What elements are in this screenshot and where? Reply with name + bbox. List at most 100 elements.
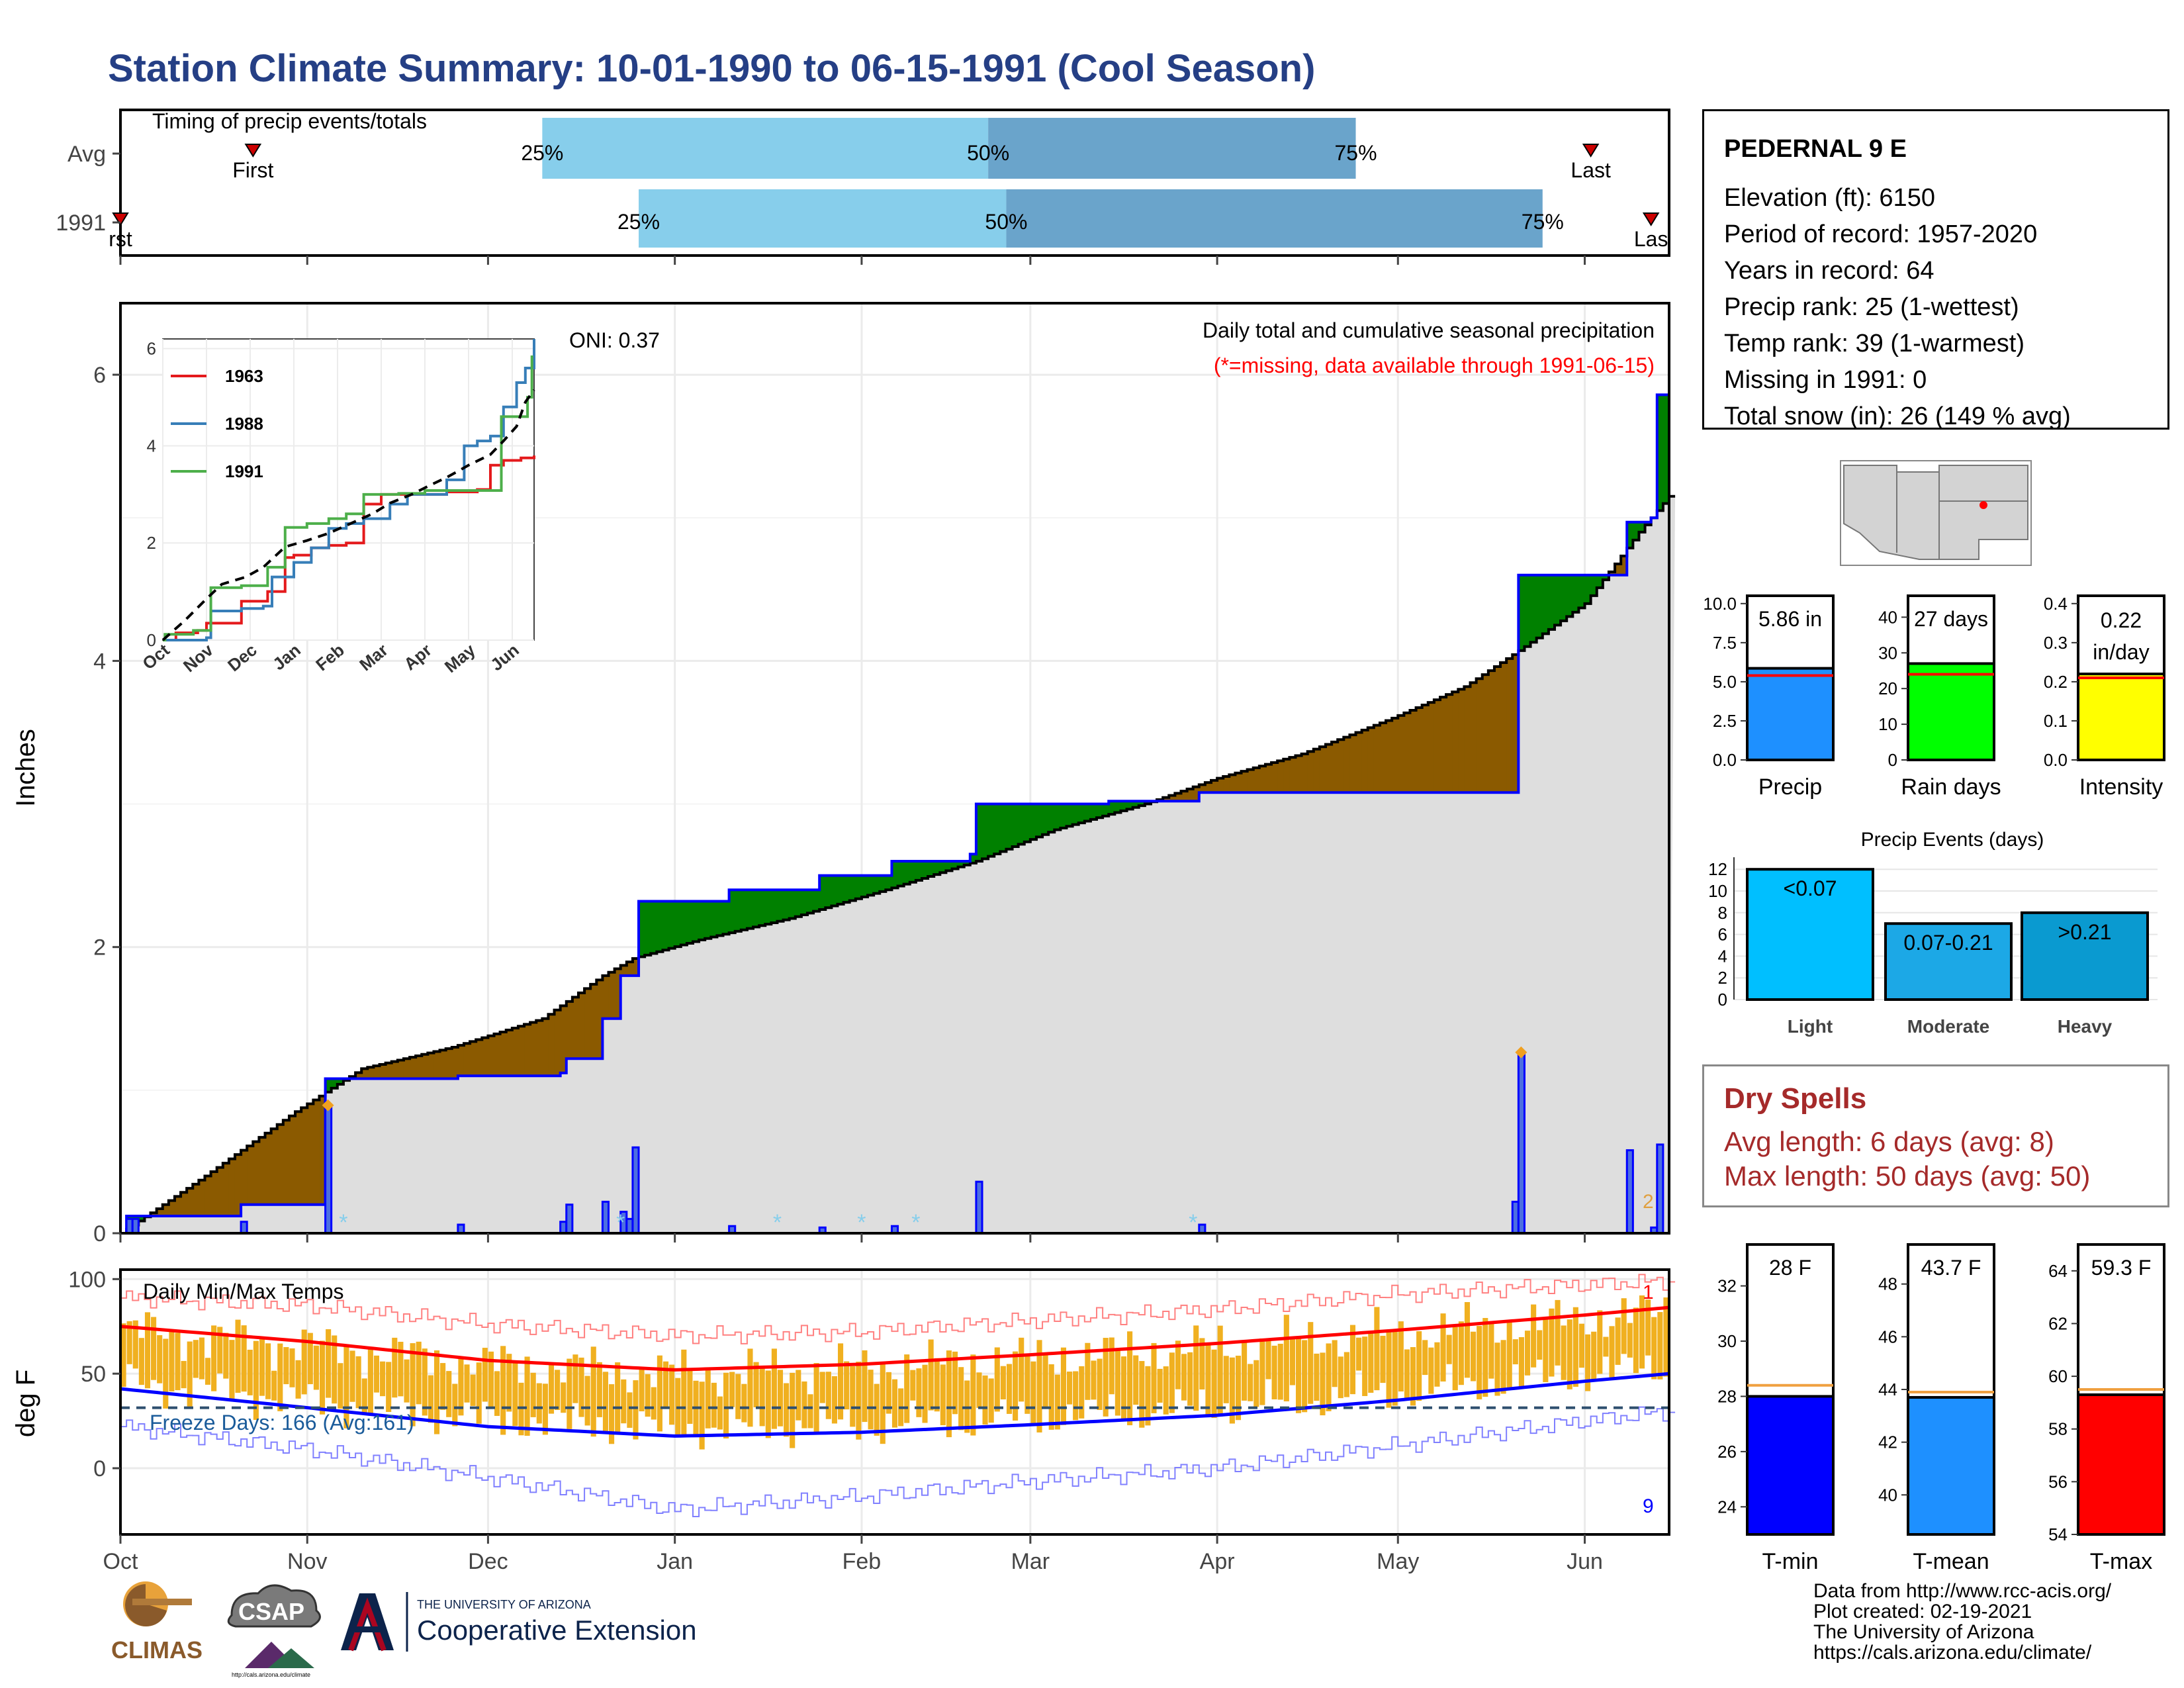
inset-y-tick-label: 2 xyxy=(147,533,156,553)
temp-x-tick-label: Nov xyxy=(287,1549,327,1574)
freeze-label: Freeze Days: 166 (Avg:161) xyxy=(150,1411,414,1434)
precip-daily-bar xyxy=(631,1146,640,1235)
temp-x-tick-label: Jun xyxy=(1567,1549,1603,1574)
precip-surplus-area xyxy=(952,861,959,869)
temp-daily-bar xyxy=(361,1378,367,1414)
precip-surplus-area xyxy=(825,875,832,908)
credit-line: Data from http://www.rcc-acis.org/ xyxy=(1813,1580,2112,1602)
precip-surplus-area xyxy=(1097,804,1103,818)
precip-deficit-area xyxy=(524,1024,531,1076)
temp-daily-bar xyxy=(819,1372,825,1403)
temp-daily-bar xyxy=(1054,1374,1060,1430)
station-temp-rank: Temp rank: 39 (1-warmest) xyxy=(1724,330,2025,357)
timing-first-marker xyxy=(244,144,262,158)
precip-surplus-area xyxy=(1060,804,1068,828)
precip-surplus-area xyxy=(982,804,989,859)
temp-daily-bar xyxy=(784,1383,790,1437)
precip-deficit-area xyxy=(620,965,627,976)
temp-daily-bar xyxy=(367,1348,373,1414)
snow-marker: * xyxy=(1189,1210,1197,1235)
summary-category-label: Precip xyxy=(1758,774,1822,800)
precip-y-tick-label: 0 xyxy=(93,1221,106,1246)
temp-daily-bar xyxy=(1543,1317,1549,1382)
temp-daily-bar xyxy=(1079,1366,1085,1419)
precip-surplus-area xyxy=(837,875,844,904)
precip-deficit-area xyxy=(1169,795,1175,802)
precip-deficit-area xyxy=(548,1014,555,1076)
precip-surplus-area xyxy=(819,875,826,910)
precip-deficit-area xyxy=(1621,555,1627,575)
precip-deficit-area xyxy=(422,1054,428,1079)
credit-line: The University of Arizona xyxy=(1813,1621,2034,1643)
temp-daily-bar xyxy=(1181,1354,1187,1401)
precip-deficit-area xyxy=(614,968,621,1019)
precip-deficit-area xyxy=(1416,707,1423,793)
timing-last-marker xyxy=(1642,212,1660,226)
snow-marker: * xyxy=(773,1210,782,1235)
temp-daily-bar xyxy=(596,1362,602,1417)
precip-y-tick-label: 6 xyxy=(93,363,106,388)
precip-deficit-area xyxy=(470,1041,477,1076)
temp-daily-bar xyxy=(657,1355,662,1432)
precip-deficit-area xyxy=(241,1150,248,1205)
precip-surplus-area xyxy=(1036,804,1043,837)
precip-surplus-area xyxy=(1066,804,1073,827)
precip-surplus-area xyxy=(807,890,814,914)
temp-daily-bar xyxy=(1349,1325,1356,1395)
precip-deficit-area xyxy=(379,1064,387,1079)
temp-record-min-line xyxy=(120,1406,1676,1517)
temp-daily-bar xyxy=(422,1348,428,1416)
events-bar xyxy=(1884,922,2013,1001)
station-elevation: Elevation (ft): 6150 xyxy=(1724,184,1935,212)
precip-surplus-area xyxy=(1633,522,1640,540)
precip-deficit-area xyxy=(1433,700,1441,793)
inset-y-tick-label: 0 xyxy=(147,630,156,650)
summary-bar xyxy=(1907,1395,1995,1536)
precip-surplus-area xyxy=(711,901,718,937)
precip-deficit-area xyxy=(162,1204,169,1217)
summary-value-label: 5.86 in xyxy=(1758,607,1822,631)
summary-y-tick-label: 10.0 xyxy=(1703,594,1737,614)
dry-spells-title: Dry Spells xyxy=(1724,1082,1867,1115)
timing-chart: Timing of precip events/totals 25% 50% 75%… xyxy=(56,109,1670,265)
temp-daily-bar xyxy=(1199,1338,1205,1390)
precip-deficit-area xyxy=(234,1154,242,1217)
temp-daily-bar xyxy=(1277,1343,1283,1400)
summary-y-tick-label: 46 xyxy=(1878,1327,1897,1346)
precip-surplus-area xyxy=(777,890,784,921)
precip-deficit-area xyxy=(1241,771,1248,793)
credit-line: Plot created: 02-19-2021 xyxy=(1813,1601,2032,1622)
temp-daily-bar xyxy=(1537,1330,1543,1360)
temp-daily-bar xyxy=(928,1339,934,1411)
timing-label-50: 50% xyxy=(985,210,1027,234)
precip-deficit-area xyxy=(193,1184,199,1217)
temp-daily-bar xyxy=(777,1370,784,1427)
temp-daily-bar xyxy=(1187,1352,1193,1406)
station-snow: Total snow (in): 26 (149 % avg) xyxy=(1724,402,2071,430)
precip-deficit-area xyxy=(1482,675,1489,793)
temp-daily-bar xyxy=(994,1347,1000,1412)
precip-deficit-area xyxy=(1235,773,1242,793)
csap-logo: CSAP http://cals.arizona.edu/climate xyxy=(227,1584,321,1678)
temp-daily-bar xyxy=(1410,1347,1416,1406)
summary-y-tick-label: 30 xyxy=(1878,643,1897,663)
temp-daily-bar xyxy=(584,1376,590,1426)
precip-deficit-area xyxy=(1367,727,1375,793)
timing-bar-25-50 xyxy=(542,118,989,179)
precip-surplus-area xyxy=(1120,801,1128,811)
summary-bar xyxy=(1746,1395,1835,1536)
events-bar xyxy=(2021,911,2149,1001)
temp-daily-bar xyxy=(645,1374,651,1417)
temp-daily-bar xyxy=(1585,1334,1591,1391)
inset-y-tick-label: 6 xyxy=(147,339,156,359)
temp-daily-bar xyxy=(844,1361,850,1410)
temp-daily-bar xyxy=(512,1361,518,1427)
temp-daily-bar xyxy=(1645,1299,1651,1356)
temp-daily-bar xyxy=(193,1340,199,1378)
temp-avg-min-line xyxy=(120,1372,1670,1438)
precip-deficit-area xyxy=(536,1020,543,1076)
precip-deficit-area xyxy=(1217,778,1224,793)
precip-surplus-area xyxy=(880,875,886,892)
snow-marker: * xyxy=(911,1210,920,1235)
temp-daily-bar xyxy=(681,1349,687,1436)
